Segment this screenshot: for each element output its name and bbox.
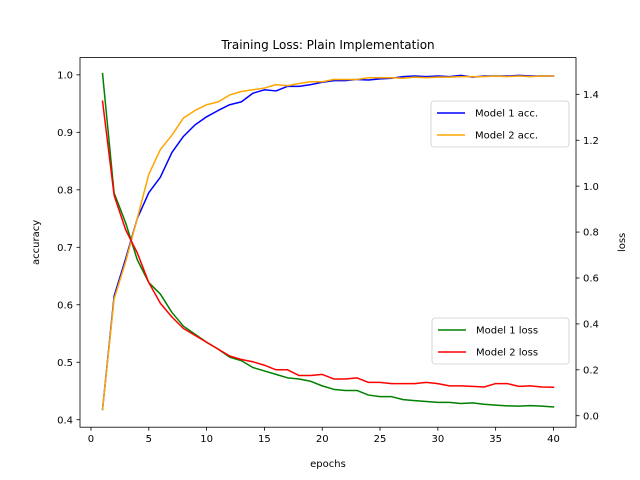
right-y-tick-label: 0.2 — [583, 365, 599, 376]
x-tick-label: 25 — [374, 434, 387, 445]
x-axis-ticks: 0 5 10 15 20 25 30 35 40 — [88, 427, 560, 445]
series-line-1 — [101, 75, 555, 411]
left-y-axis-ticks: 0.4 0.5 0.6 0.7 0.8 0.9 1.0 — [57, 70, 80, 426]
right-y-tick-label: 0.4 — [583, 319, 599, 330]
legend-label: Model 2 acc. — [475, 131, 538, 142]
legend-accuracy: Model 1 acc. Model 2 acc. — [430, 100, 570, 148]
legend-label: Model 2 loss — [476, 348, 538, 359]
legend-box — [431, 317, 570, 365]
plot-area-frame — [79, 57, 577, 428]
right-y-axis-label: loss — [617, 233, 628, 252]
series-line-2 — [101, 72, 555, 408]
x-tick-label: 20 — [316, 434, 329, 445]
series-line-3 — [101, 100, 555, 389]
x-tick-label: 5 — [146, 434, 152, 445]
legend-box — [430, 100, 570, 148]
left-y-tick-label: 0.7 — [57, 243, 73, 254]
left-y-tick-label: 0.8 — [57, 185, 73, 196]
x-tick-label: 35 — [489, 434, 502, 445]
right-y-tick-label: 1.4 — [583, 90, 599, 101]
chart-title: Training Loss: Plain Implementation — [220, 38, 434, 52]
x-tick-label: 0 — [88, 434, 94, 445]
right-y-tick-label: 0.8 — [583, 228, 599, 239]
left-y-tick-label: 0.6 — [57, 300, 73, 311]
left-y-tick-label: 1.0 — [57, 70, 73, 81]
right-y-tick-label: 1.0 — [583, 182, 599, 193]
x-tick-label: 10 — [200, 434, 213, 445]
left-y-tick-label: 0.4 — [57, 415, 73, 426]
right-y-axis-ticks: 0.0 0.2 0.4 0.6 0.8 1.0 1.2 1.4 — [576, 90, 599, 422]
left-y-axis-label: accuracy — [31, 220, 42, 265]
legend-loss: Model 1 loss Model 2 loss — [431, 317, 570, 365]
series-lines — [101, 72, 555, 411]
right-y-tick-label: 0.6 — [583, 274, 599, 285]
x-tick-label: 15 — [258, 434, 271, 445]
x-axis-label: epochs — [310, 459, 346, 470]
right-y-tick-label: 1.2 — [583, 136, 599, 147]
left-y-tick-label: 0.5 — [57, 358, 73, 369]
x-tick-label: 40 — [547, 434, 560, 445]
legend-label: Model 1 acc. — [475, 109, 538, 120]
x-tick-label: 30 — [431, 434, 444, 445]
left-y-tick-label: 0.9 — [57, 128, 73, 139]
legend-label: Model 1 loss — [476, 326, 538, 337]
right-y-tick-label: 0.0 — [583, 411, 599, 422]
